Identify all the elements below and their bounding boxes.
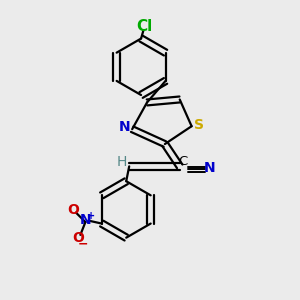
Text: O: O [67,202,79,217]
Text: S: S [194,118,204,132]
Text: N: N [204,161,215,176]
Text: H: H [117,155,127,169]
Text: N: N [80,213,91,227]
Text: O: O [72,231,84,245]
Text: +: + [87,211,95,220]
Text: C: C [178,155,187,168]
Text: −: − [78,237,88,250]
Text: N: N [119,120,130,134]
Text: Cl: Cl [136,19,152,34]
